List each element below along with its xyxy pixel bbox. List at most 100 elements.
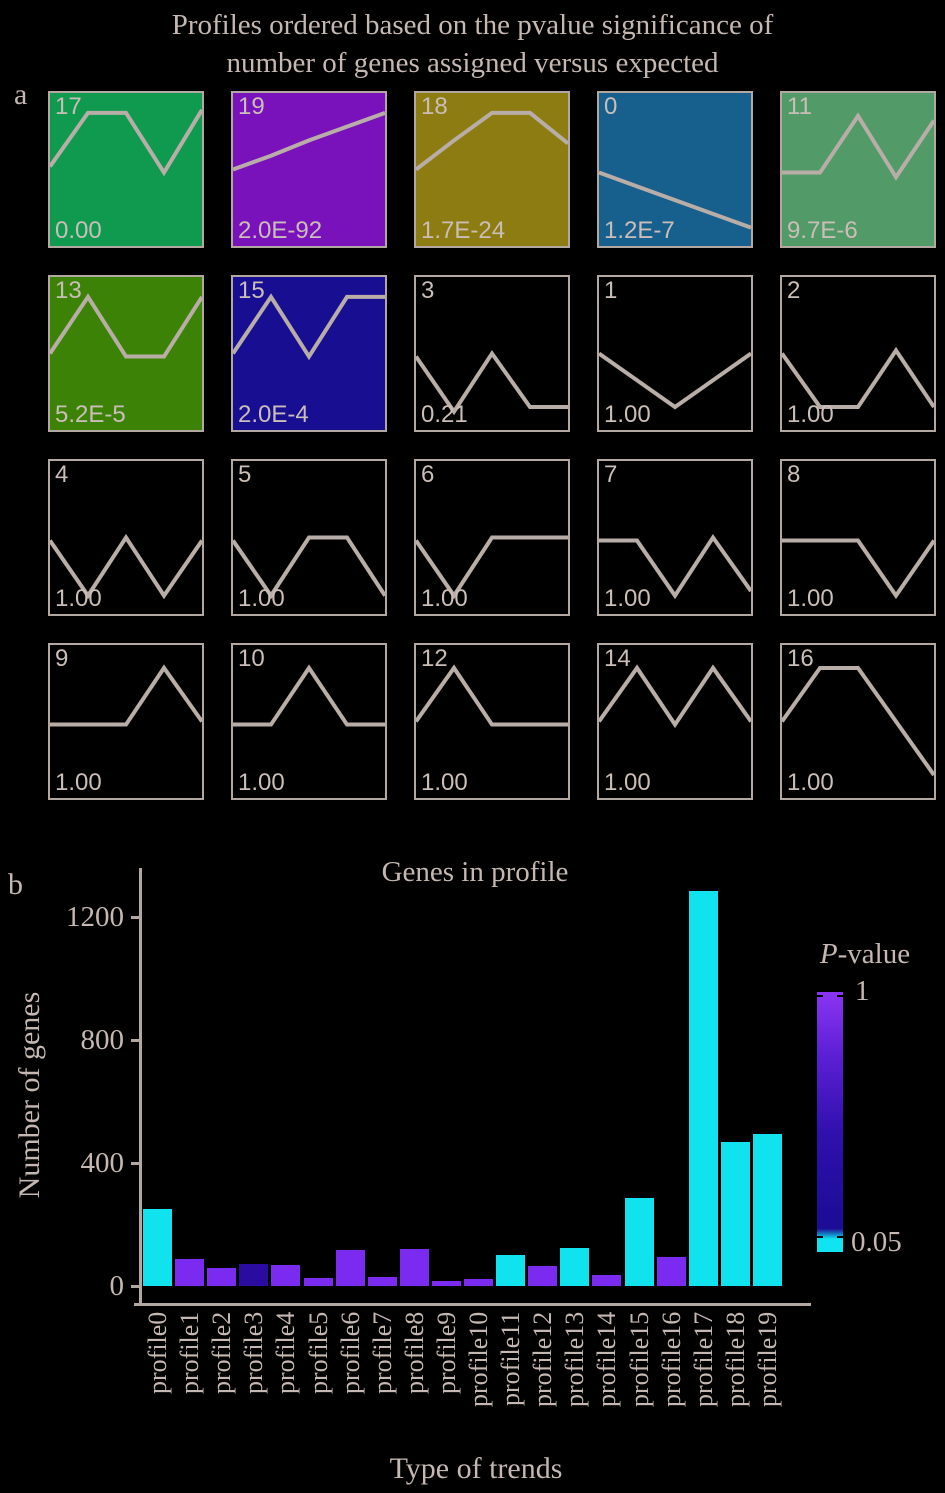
x-tick-label-profile0: profile0	[143, 1312, 172, 1395]
profile-box-12: 12 1.00	[414, 643, 570, 800]
profile-pvalue: 1.00	[787, 401, 834, 428]
y-tick-label-0: 0	[109, 1270, 125, 1302]
profile-pvalue: 2.0E-4	[238, 401, 309, 428]
colorbar-bottom-label: 0.05	[851, 1226, 902, 1258]
x-tick-label-profile3: profile3	[239, 1312, 269, 1395]
bar-profile9	[431, 1281, 461, 1286]
profile-trend-line	[416, 93, 568, 246]
profile-trend-line	[416, 645, 568, 798]
profile-number: 18	[421, 93, 448, 120]
y-tick-mark-400	[131, 1162, 140, 1165]
profile-box-10: 10 1.00	[231, 643, 387, 800]
bar-profile12	[528, 1266, 558, 1286]
x-tick-label-profile1: profile1	[175, 1312, 205, 1395]
colorbar-title-rest: -value	[837, 938, 911, 970]
profile-number: 14	[604, 645, 631, 672]
x-tick-label-profile7: profile7	[367, 1312, 397, 1395]
profile-number: 9	[55, 645, 69, 672]
bar-profile8	[399, 1248, 429, 1286]
profile-box-11: 11 9.7E-6	[780, 91, 936, 248]
y-axis-line	[139, 868, 142, 1305]
y-tick-label-400: 400	[80, 1147, 125, 1179]
profile-number: 16	[787, 645, 814, 672]
profile-number: 17	[55, 93, 82, 120]
y-tick-mark-1200	[131, 916, 140, 919]
bar-profile19	[752, 1134, 782, 1286]
x-tick-label-profile19: profile19	[752, 1312, 782, 1408]
profile-number: 0	[604, 93, 618, 120]
profile-number: 10	[238, 645, 265, 672]
profile-box-17: 17 0.00	[48, 91, 204, 248]
profile-pvalue: 1.7E-24	[421, 217, 506, 244]
x-tick-label-profile9: profile9	[431, 1312, 461, 1395]
x-tick-label-profile18: profile18	[720, 1312, 750, 1408]
profile-number: 4	[55, 461, 69, 488]
colorbar-title-italic-p: P	[819, 938, 838, 970]
colorbar-tick	[817, 995, 823, 997]
profile-pvalue: 1.00	[421, 585, 468, 612]
profile-trend-line	[782, 93, 934, 246]
profile-trend-line	[50, 93, 202, 246]
figure-title-line1: Profiles ordered based on the pvalue sig…	[171, 9, 774, 41]
profile-number: 19	[238, 93, 265, 120]
bar-profile6	[335, 1250, 365, 1286]
profile-box-15: 15 2.0E-4	[231, 275, 387, 432]
profile-box-6: 6 1.00	[414, 459, 570, 616]
profile-trend-line	[416, 277, 568, 430]
profile-pvalue: 1.00	[421, 769, 468, 796]
panel-b-label: b	[8, 868, 23, 901]
profile-trend-line	[782, 645, 934, 798]
profile-trend-line	[50, 461, 202, 614]
profile-trend-line	[233, 277, 385, 430]
pvalue-colorbar	[817, 992, 843, 1252]
profiles-grid: 17 0.00 19 2.0E-92 18 1.7E-24 0 1.2E-7 11 9.7E-6 1…	[48, 91, 936, 800]
profile-number: 12	[421, 645, 448, 672]
x-tick-label-profile6: profile6	[335, 1312, 365, 1395]
bar-profile17	[688, 890, 718, 1286]
profile-box-7: 7 1.00	[597, 459, 753, 616]
x-tick-label-profile15: profile15	[624, 1312, 654, 1408]
colorbar-tick	[837, 995, 843, 997]
bar-profile13	[560, 1247, 590, 1286]
profile-number: 8	[787, 461, 801, 488]
profile-box-18: 18 1.7E-24	[414, 91, 570, 248]
profile-box-5: 5 1.00	[231, 459, 387, 616]
profile-box-2: 2 1.00	[780, 275, 936, 432]
profile-trend-line	[233, 93, 385, 246]
profile-pvalue: 2.0E-92	[238, 217, 323, 244]
bar-profile14	[592, 1274, 622, 1286]
chart-title: Genes in profile	[381, 856, 569, 888]
profile-box-3: 3 0.21	[414, 275, 570, 432]
profile-trend-line	[599, 93, 751, 246]
x-tick-label-profile12: profile12	[528, 1312, 558, 1408]
profile-number: 11	[787, 93, 812, 120]
x-tick-label-profile13: profile13	[560, 1312, 590, 1408]
profile-trend-line	[599, 645, 751, 798]
panel-a-label: a	[14, 78, 28, 111]
profile-pvalue: 5.2E-5	[55, 401, 126, 428]
profile-trend-line	[782, 461, 934, 614]
x-tick-label-profile10: profile10	[464, 1312, 493, 1408]
figure-title: Profiles ordered based on the pvalue sig…	[0, 6, 945, 82]
profile-number: 1	[604, 277, 618, 304]
profile-number: 6	[421, 461, 435, 488]
bar-profile16	[656, 1257, 686, 1286]
bar-profile1	[175, 1258, 205, 1286]
profile-trend-line	[50, 645, 202, 798]
bar-profile7	[367, 1277, 397, 1286]
colorbar-tick	[817, 1236, 823, 1238]
profile-box-19: 19 2.0E-92	[231, 91, 387, 248]
profile-box-16: 16 1.00	[780, 643, 936, 800]
profile-box-9: 9 1.00	[48, 643, 204, 800]
profile-pvalue: 1.00	[55, 769, 102, 796]
profile-pvalue: 1.00	[604, 769, 651, 796]
x-tick-label-profile8: profile8	[399, 1312, 429, 1395]
y-tick-mark-800	[131, 1039, 140, 1042]
colorbar-tick	[837, 1236, 843, 1238]
profile-box-1: 1 1.00	[597, 275, 753, 432]
bar-profile2	[207, 1267, 237, 1286]
x-tick-label-profile2: profile2	[207, 1312, 237, 1395]
bar-profile5	[303, 1278, 333, 1286]
profile-trend-line	[233, 461, 385, 614]
x-axis-title: Type of trends	[389, 1452, 563, 1485]
